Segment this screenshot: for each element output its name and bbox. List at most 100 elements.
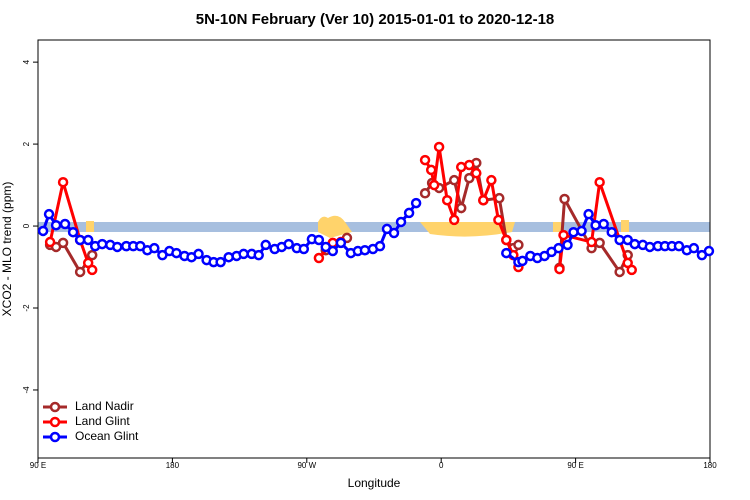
legend-label: Ocean Glint (75, 429, 139, 443)
point (478, 194, 489, 206)
point (359, 244, 371, 256)
point (313, 234, 325, 246)
point (283, 238, 294, 250)
point (464, 159, 475, 171)
point (590, 219, 601, 231)
band-highlight (318, 215, 352, 238)
point (703, 245, 715, 257)
point (425, 164, 437, 176)
y-axis-label: XCO2 - MLO trend (ppm) (0, 182, 14, 317)
point (410, 197, 422, 209)
point (586, 236, 597, 248)
point (57, 237, 69, 249)
point (86, 249, 98, 261)
legend-label: Land Nadir (75, 399, 134, 413)
point (568, 226, 579, 238)
point (149, 242, 160, 254)
x-tick-label: 90 E (30, 461, 46, 470)
point (419, 154, 431, 166)
point (298, 243, 310, 255)
point (673, 240, 685, 252)
point (74, 266, 86, 278)
point (559, 193, 570, 205)
point (606, 226, 617, 238)
point (59, 218, 71, 230)
point (215, 256, 226, 268)
x-tick-label: 90 W (297, 461, 316, 470)
point (644, 241, 656, 253)
point (37, 225, 49, 237)
point (464, 172, 475, 184)
point (501, 234, 512, 246)
point (223, 251, 234, 263)
point (253, 249, 264, 261)
point (562, 239, 573, 251)
point (688, 242, 700, 254)
point (96, 238, 108, 250)
point (82, 234, 94, 246)
y-tick-label: -4 (22, 386, 31, 394)
point (455, 202, 467, 214)
legend-marker (49, 401, 61, 413)
point (471, 167, 482, 179)
reference-band (38, 215, 710, 238)
point (594, 176, 605, 188)
point (448, 214, 460, 226)
point (583, 208, 594, 220)
point (558, 229, 569, 241)
legend-label: Land Glint (75, 414, 130, 428)
band-highlight (420, 222, 515, 237)
point (395, 216, 407, 228)
point (594, 237, 605, 249)
point (57, 176, 69, 188)
point (403, 207, 415, 219)
x-tick-label: 90 E (567, 461, 583, 470)
y-tick-label: 2 (22, 141, 31, 146)
point (238, 248, 249, 260)
point (455, 161, 467, 173)
point (486, 174, 497, 186)
point (388, 227, 400, 239)
point (614, 266, 625, 278)
point (86, 264, 98, 276)
point (112, 241, 123, 253)
x-tick-label: 0 (439, 461, 444, 470)
point (67, 226, 79, 238)
point (428, 179, 440, 191)
point (171, 247, 182, 259)
band (38, 222, 710, 232)
point (313, 252, 325, 264)
point (493, 214, 504, 226)
x-tick-label: 180 (703, 461, 717, 470)
point (74, 234, 86, 246)
point (626, 264, 637, 276)
point (44, 236, 56, 248)
point (576, 225, 587, 237)
point (441, 194, 453, 206)
point (598, 218, 609, 230)
y-tick-label: -2 (22, 304, 31, 312)
point (553, 242, 564, 254)
x-axis-label: Longitude (348, 476, 401, 490)
point (335, 237, 347, 249)
point (629, 238, 640, 250)
point (513, 239, 524, 251)
point (327, 245, 339, 257)
point (374, 240, 386, 252)
legend-marker (49, 431, 61, 443)
point (433, 141, 445, 153)
point (193, 248, 204, 260)
band-highlight (86, 221, 94, 232)
point (448, 174, 460, 186)
point (43, 208, 55, 220)
point (554, 263, 565, 275)
point (260, 239, 271, 251)
chart-title: 5N-10N February (Ver 10) 2015-01-01 to 2… (196, 11, 555, 28)
point (50, 219, 62, 231)
point (501, 247, 512, 259)
band-highlight (621, 220, 629, 232)
point (517, 255, 528, 267)
x-tick-label: 180 (166, 461, 180, 470)
